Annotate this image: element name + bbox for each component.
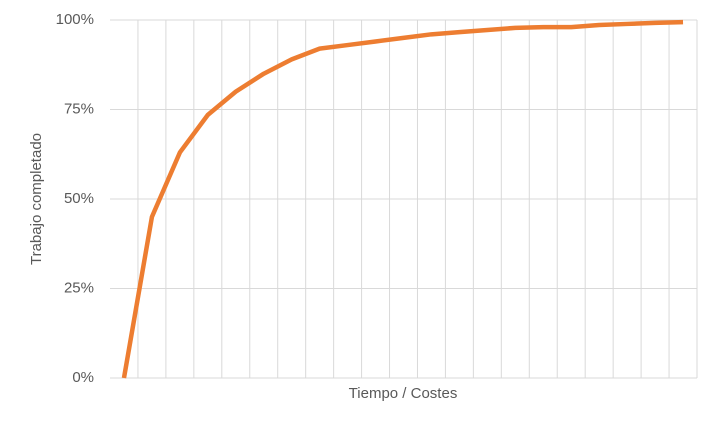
data-line xyxy=(121,19,684,379)
y-tick-label: 25% xyxy=(64,279,94,296)
y-axis-title: Trabajo completado xyxy=(28,133,45,265)
y-tick-label: 50% xyxy=(64,190,94,207)
y-tick-label: 0% xyxy=(72,369,94,386)
y-tick-label: 100% xyxy=(56,11,94,28)
y-tick-label: 75% xyxy=(64,100,94,117)
x-axis-title: Tiempo / Costes xyxy=(349,385,458,402)
